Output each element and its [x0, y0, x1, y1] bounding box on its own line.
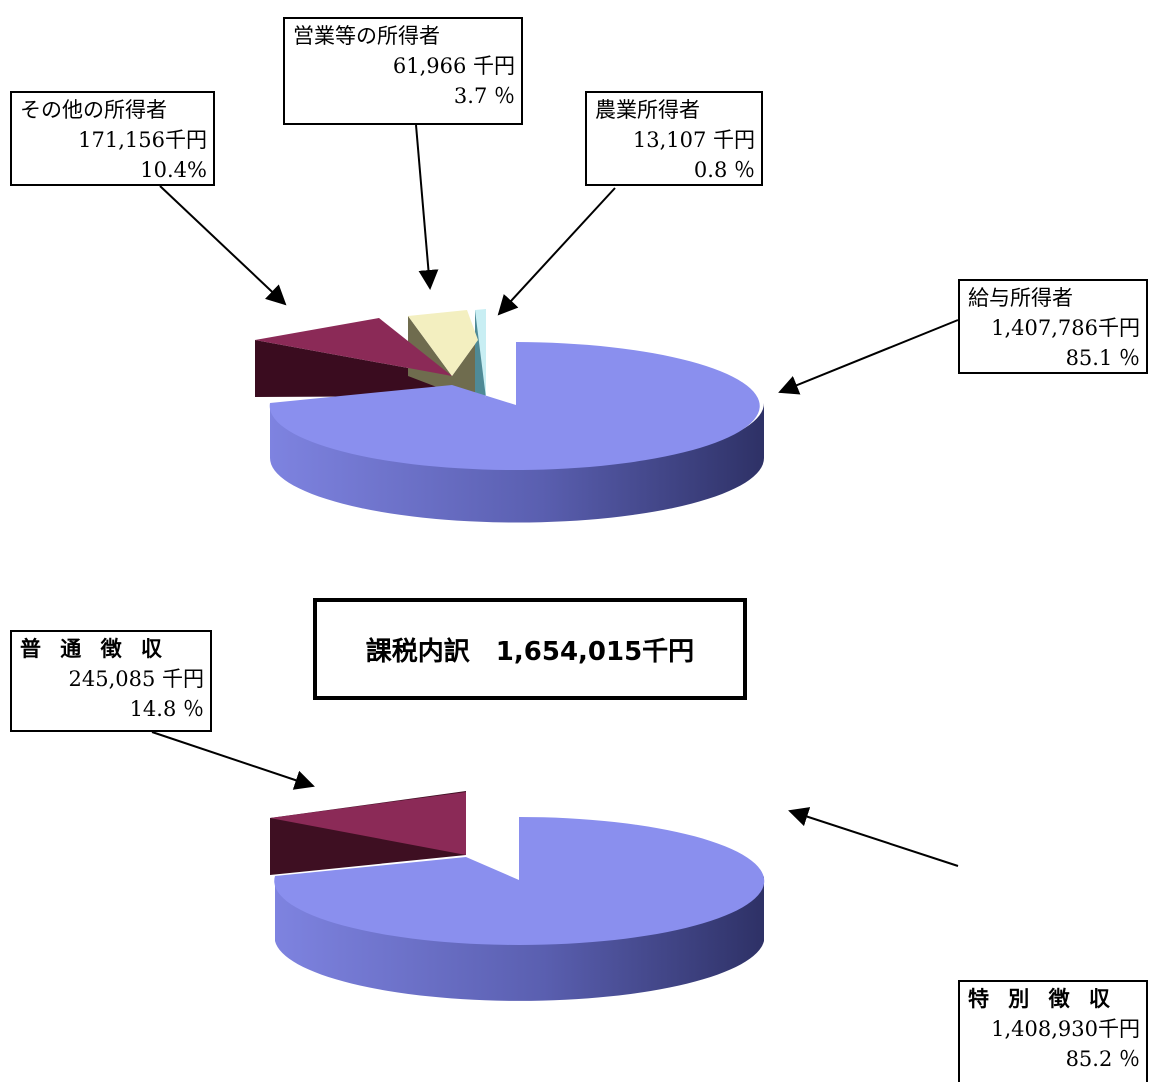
label-name: 営業等の所得者 — [293, 24, 440, 48]
label-name: 給与所得者 — [968, 286, 1073, 310]
label-value: 13,107 千円 — [632, 128, 755, 152]
pie-top-slice-agri — [475, 309, 486, 398]
label-salary-income: 給与所得者 1,407,786千円 85.1 ％ — [958, 279, 1148, 374]
pie-top-slice-business-side — [408, 316, 478, 394]
leader-arrows — [151, 124, 959, 867]
label-percent: 85.1 ％ — [1065, 346, 1140, 370]
pie-top-slice-salary — [269, 342, 760, 470]
label-value: 171,156千円 — [78, 128, 207, 152]
pie-top-slice-other — [255, 318, 452, 376]
label-ordinary-collection: 普 通 徴 収 245,085 千円 14.8 ％ — [10, 630, 212, 732]
label-percent: 3.7 ％ — [453, 84, 515, 108]
label-name: 特 別 徴 収 — [968, 987, 1116, 1011]
pie-bottom-slice-ordinary — [270, 792, 466, 855]
arrow-salary — [778, 319, 959, 395]
label-percent: 0.8 ％ — [693, 158, 755, 182]
label-percent: 85.2 ％ — [1065, 1047, 1140, 1071]
pie-top-slice-other-side — [255, 340, 452, 397]
pie-top-slice-business — [408, 310, 478, 376]
arrow-special — [788, 807, 959, 867]
label-value: 61,966 千円 — [392, 54, 515, 78]
pie-bottom — [270, 791, 765, 1001]
label-name: その他の所得者 — [20, 98, 167, 122]
arrow-other — [159, 185, 287, 306]
label-percent: 10.4% — [140, 158, 207, 182]
chart-title: 課税内訳 1,654,015千円 — [313, 598, 747, 700]
label-value: 245,085 千円 — [68, 667, 204, 691]
pie-top-slice-salary-side — [270, 403, 764, 523]
arrow-agri — [497, 187, 616, 316]
label-name: 普 通 徴 収 — [20, 637, 168, 661]
pie-top — [255, 309, 764, 523]
label-other-income: その他の所得者 171,156千円 10.4% — [10, 91, 215, 186]
label-business-income: 営業等の所得者 61,966 千円 3.7 ％ — [283, 17, 523, 125]
label-special-collection: 特 別 徴 収 1,408,930千円 85.2 ％ — [958, 980, 1148, 1082]
label-value: 1,408,930千円 — [991, 1017, 1140, 1041]
label-percent: 14.8 ％ — [129, 697, 204, 721]
label-agri-income: 農業所得者 13,107 千円 0.8 ％ — [585, 91, 763, 186]
arrow-ordinary — [151, 731, 315, 790]
label-value: 1,407,786千円 — [991, 316, 1140, 340]
pie-bottom-slice-special — [274, 816, 765, 945]
label-name: 農業所得者 — [595, 98, 700, 122]
arrow-business — [415, 124, 439, 290]
